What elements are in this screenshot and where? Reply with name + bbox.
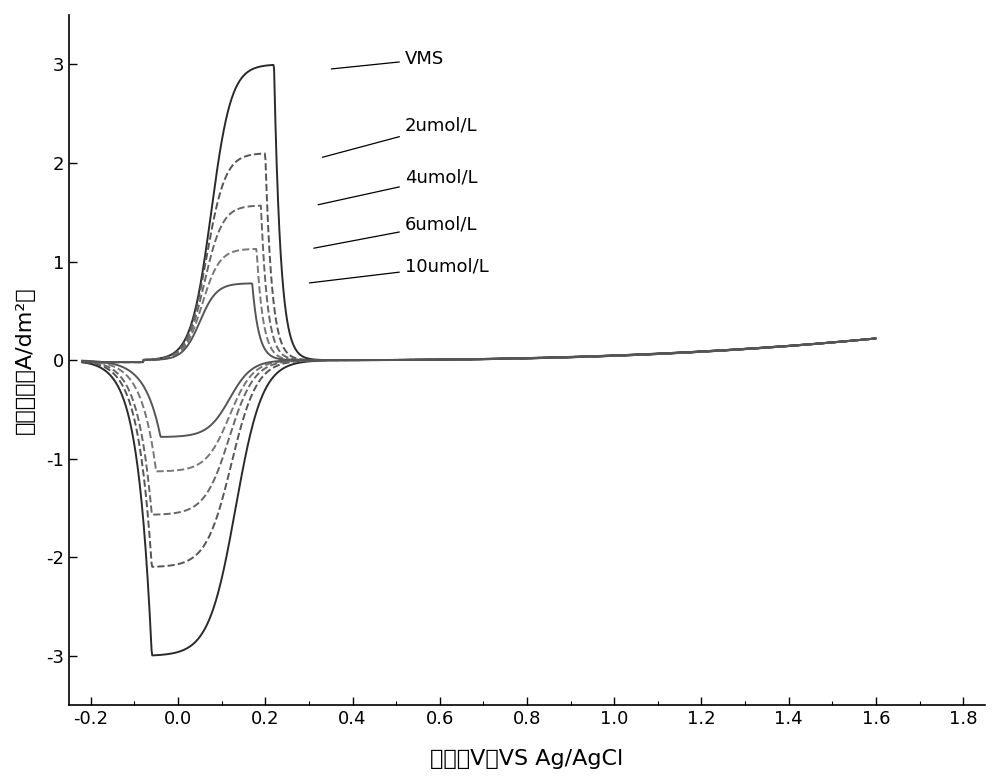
Text: 10umol/L: 10umol/L bbox=[309, 257, 489, 283]
Text: 2umol/L: 2umol/L bbox=[322, 117, 477, 158]
Text: VMS: VMS bbox=[331, 50, 444, 69]
X-axis label: 电势（V）VS Ag/AgCl: 电势（V）VS Ag/AgCl bbox=[430, 749, 624, 769]
Y-axis label: 电流密度（A/dm²）: 电流密度（A/dm²） bbox=[15, 286, 35, 434]
Text: 4umol/L: 4umol/L bbox=[318, 169, 477, 205]
Text: 6umol/L: 6umol/L bbox=[314, 215, 477, 249]
